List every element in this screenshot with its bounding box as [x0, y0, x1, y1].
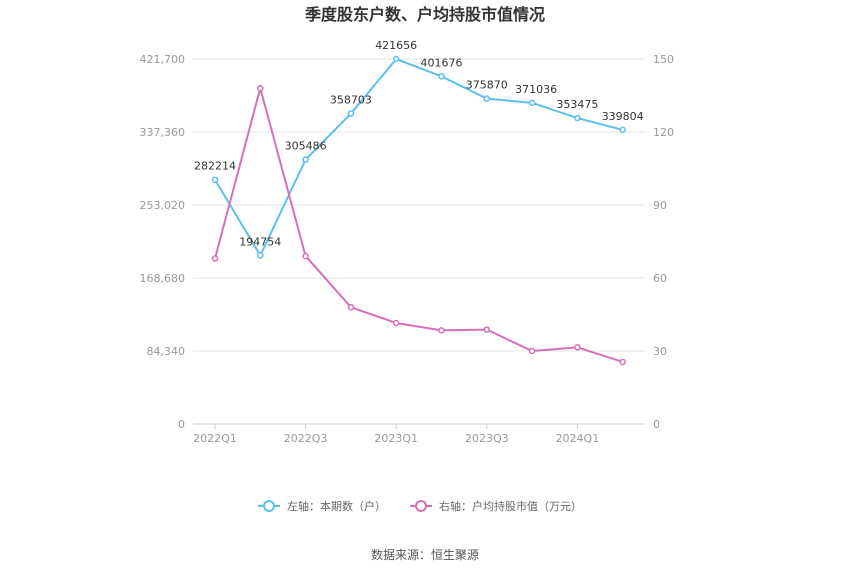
data-label: 353475: [556, 98, 598, 111]
x-tick-label: 2023Q1: [374, 432, 418, 445]
legend-marker: [263, 500, 275, 512]
series-point-0: [211, 176, 219, 183]
left-tick-label: 0: [178, 418, 185, 431]
left-axis: 0 84,340 168,680 253,020 337,360 421,700: [140, 53, 186, 431]
right-tick-label: 60: [653, 272, 667, 285]
right-tick-label: 150: [653, 53, 674, 66]
legend-marker: [415, 500, 427, 512]
series-point-1: [483, 326, 491, 333]
series-point-0: [528, 99, 536, 107]
right-tick-label: 30: [653, 345, 667, 358]
x-tick-label: 2024Q1: [556, 432, 600, 445]
series-point-0: [574, 114, 581, 122]
legend-label: 左轴：本期数（户）: [287, 499, 386, 513]
data-label: 421656: [375, 39, 417, 52]
right-tick-label: 90: [653, 199, 667, 212]
series-point-1: [257, 84, 264, 92]
series-point-0: [302, 156, 309, 163]
data-label: 194754: [239, 235, 281, 248]
series-point-1: [528, 347, 536, 355]
series-line-1: [214, 84, 624, 363]
left-tick-label: 84,340: [147, 345, 186, 358]
series-point-0: [347, 110, 355, 117]
series-point-0: [392, 55, 400, 63]
x-tick-label: 2022Q1: [193, 432, 237, 445]
series-line-0: [214, 57, 623, 258]
series-point-0: [438, 73, 445, 80]
legend-label: 右轴：户均持股市值（万元）: [439, 499, 582, 513]
data-label: 401676: [421, 56, 463, 69]
data-label: 371036: [515, 83, 557, 96]
series-point-1: [619, 358, 626, 366]
right-axis: 0 30 60 90 120 150: [653, 53, 674, 431]
series-point-1: [211, 255, 219, 262]
data-label: 282214: [194, 160, 236, 173]
series-point-1: [347, 303, 355, 311]
left-tick-label: 253,020: [140, 199, 186, 212]
series-point-1: [302, 252, 309, 260]
data-label: 305486: [285, 140, 327, 153]
series-point-1: [438, 327, 445, 334]
series-point-0: [619, 126, 626, 134]
series-point-1: [574, 344, 581, 351]
left-tick-label: 168,680: [140, 272, 186, 285]
data-label: 375870: [466, 79, 508, 92]
x-tick-label: 2022Q3: [284, 432, 328, 445]
chart-title: 季度股东户数、户均持股市值情况: [304, 5, 545, 24]
x-tick-label: 2023Q3: [465, 432, 509, 445]
series-point-0: [483, 95, 491, 102]
x-axis: 2022Q1 2022Q3 2023Q1 2023Q3 2024Q1: [193, 424, 599, 445]
data-label: 339804: [602, 110, 644, 123]
grid: [193, 58, 645, 425]
right-tick-label: 0: [653, 418, 660, 431]
series-point-0: [257, 252, 264, 259]
legend[interactable]: 左轴：本期数（户） 右轴：户均持股市值（万元）: [258, 499, 582, 513]
left-tick-label: 421,700: [140, 53, 186, 66]
series-point-1: [392, 319, 400, 327]
right-tick-label: 120: [653, 126, 674, 139]
left-tick-label: 337,360: [140, 126, 186, 139]
data-source: 数据来源：恒生聚源: [371, 547, 479, 562]
series-layer: 282214 194754 305486 358703 421656 4016763758…: [194, 39, 644, 366]
data-label: 358703: [330, 94, 372, 107]
